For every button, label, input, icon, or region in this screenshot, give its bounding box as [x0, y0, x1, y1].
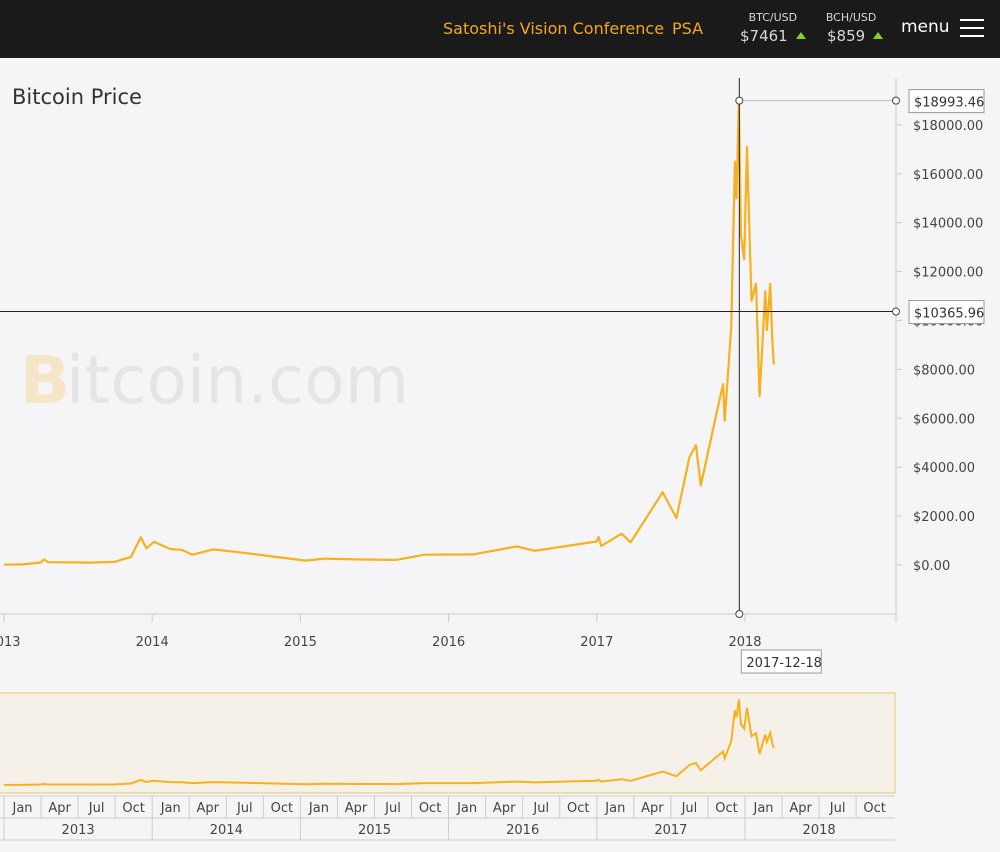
navigator-month-label: Jul: [829, 801, 846, 816]
navigator-month-label: Apr: [789, 801, 812, 816]
psa-link[interactable]: PSA: [672, 19, 704, 38]
btc-ticker: BTC/USD $7461: [740, 11, 806, 45]
navigator-year-label: 2014: [210, 823, 243, 838]
price-chart[interactable]: Bitcoin Price B itcoin.com $0.00 $2000.00…: [0, 58, 1000, 852]
svg-text:itcoin.com: itcoin.com: [66, 342, 409, 419]
conference-link[interactable]: Satoshi's Vision Conference: [443, 19, 665, 38]
navigator-month-label: Jul: [236, 801, 253, 816]
btc-price: $7461: [740, 27, 788, 45]
navigator-month-label: Jan: [12, 801, 33, 816]
y-tick-label: $16000.00: [913, 168, 983, 183]
crosshair-marker: [735, 96, 744, 105]
navigator-month-label: Oct: [863, 801, 885, 816]
bch-pair-label: BCH/USD: [825, 11, 877, 24]
bitcoin-logo-watermark: B itcoin.com: [20, 342, 409, 419]
svg-text:$18993.46: $18993.46: [914, 96, 984, 111]
chart-title: Bitcoin Price: [12, 85, 142, 109]
navigator-month-label: Oct: [419, 801, 441, 816]
navigator-month-label: Jul: [88, 801, 105, 816]
bch-price: $859: [827, 27, 866, 45]
hamburger-icon[interactable]: [960, 19, 984, 37]
menu-button[interactable]: menu: [901, 17, 950, 37]
navigator-year-label: 2018: [803, 823, 836, 838]
navigator-month-label: Jan: [160, 801, 181, 816]
up-arrow-icon: [795, 32, 806, 39]
y-tick-label: $18000.00: [913, 119, 983, 134]
x-tick-label: 2013: [0, 635, 21, 650]
navigator-series-line: [4, 699, 775, 786]
svg-text:B: B: [20, 342, 70, 419]
navigator-month-label: Apr: [345, 801, 368, 816]
y-tick-label: $4000.00: [913, 461, 975, 476]
navigator-month-label: Apr: [493, 801, 516, 816]
x-tick-label: 2015: [284, 635, 317, 650]
x-tick-label: 2016: [432, 635, 465, 650]
navigator-month-label: Oct: [715, 801, 737, 816]
y-tick-label: $6000.00: [913, 412, 975, 427]
y-tick-label: $8000.00: [913, 363, 975, 378]
navigator-year-label: 2017: [654, 823, 687, 838]
navigator-month-label: Jan: [753, 801, 774, 816]
navigator-month-label: Jul: [532, 801, 549, 816]
svg-text:2017-12-18: 2017-12-18: [746, 656, 822, 671]
navigator-month-label: Oct: [567, 801, 589, 816]
x-tick-label: 2017: [580, 635, 613, 650]
crosshair-marker: [735, 610, 744, 618]
navigator-month-label: Jan: [456, 801, 477, 816]
crosshair-marker: [892, 96, 900, 105]
navigator-month-label: Oct: [122, 801, 144, 816]
navigator-window[interactable]: [0, 692, 896, 794]
btc-pair-label: BTC/USD: [748, 11, 798, 24]
crosshair-price-label: $10365.96: [908, 300, 985, 325]
y-tick-label: $12000.00: [913, 266, 983, 281]
navigator-month-label: Jan: [604, 801, 625, 816]
svg-text:$10365.96: $10365.96: [914, 307, 984, 322]
peak-price-label: $18993.46: [908, 89, 985, 114]
crosshair-date-label: 2017-12-18: [740, 649, 822, 674]
y-tick-label: $0.00: [913, 559, 950, 574]
x-tick-label: 2014: [136, 635, 169, 650]
up-arrow-icon: [873, 32, 884, 39]
y-tick-label: $14000.00: [913, 217, 983, 232]
navigator-month-label: Apr: [48, 801, 71, 816]
y-tick-label: $2000.00: [913, 510, 975, 525]
crosshair-marker: [892, 307, 900, 316]
navigator-year-label: 2015: [358, 823, 391, 838]
top-nav-bar: Satoshi's Vision Conference PSA BTC/USD …: [0, 0, 1000, 58]
navigator-year-label: 2016: [506, 823, 539, 838]
navigator-year-label: 2013: [62, 823, 95, 838]
navigator-month-label: Jul: [384, 801, 401, 816]
x-tick-label: 2018: [728, 635, 761, 650]
navigator-month-label: Jan: [308, 801, 329, 816]
navigator-month-label: Apr: [197, 801, 220, 816]
navigator-month-label: Oct: [271, 801, 293, 816]
bch-ticker: BCH/USD $859: [819, 11, 884, 45]
navigator-month-label: Apr: [641, 801, 664, 816]
price-series-line: [3, 99, 775, 566]
navigator-month-label: Jul: [681, 801, 698, 816]
